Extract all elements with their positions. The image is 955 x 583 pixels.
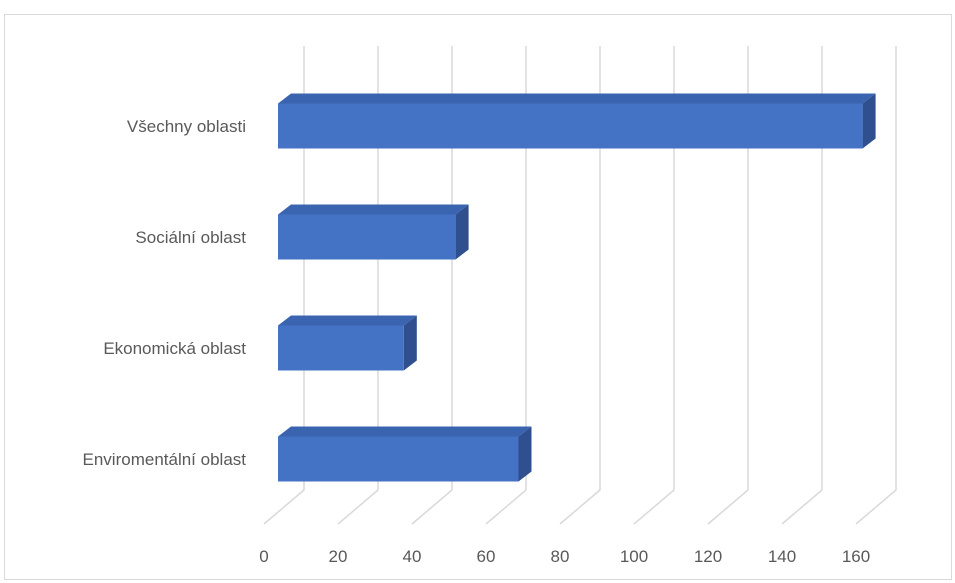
floor-gridline-140 (781, 489, 823, 525)
bar-top-face (278, 426, 532, 437)
bar-side-face (518, 426, 532, 482)
category-label: Ekonomická oblast (103, 339, 246, 358)
x-axis-tick-labels: 0 20 40 60 80 100 120 140 160 (259, 547, 870, 566)
x-tick-label: 20 (329, 547, 348, 566)
x-tick-label: 140 (768, 547, 796, 566)
category-label: Enviromentální oblast (83, 450, 247, 469)
bar-side-face (403, 315, 417, 371)
x-tick-label: 160 (842, 547, 870, 566)
floor-gridline-80 (559, 489, 601, 525)
floor-gridline-160 (855, 489, 897, 525)
bars (278, 93, 876, 482)
x-tick-label: 80 (551, 547, 570, 566)
bar (278, 204, 469, 260)
floor-gridline-120 (707, 489, 749, 525)
x-tick-label: 40 (403, 547, 422, 566)
x-tick-label: 0 (259, 547, 268, 566)
bar-front-face (278, 103, 863, 149)
x-tick-label: 60 (477, 547, 496, 566)
floor-gridline-40 (411, 489, 453, 525)
bar-top-face (278, 93, 876, 104)
bar (278, 315, 417, 371)
category-label: Všechny oblasti (127, 117, 246, 136)
x-tick-label: 120 (694, 547, 722, 566)
bar-front-face (278, 214, 456, 260)
bar-top-face (278, 315, 417, 326)
x-tick-label: 100 (620, 547, 648, 566)
bar-front-face (278, 436, 519, 482)
bar-side-face (862, 93, 876, 149)
bar (278, 93, 876, 149)
category-labels: Všechny oblasti Sociální oblast Ekonomická… (83, 117, 247, 469)
floor-gridline-0 (263, 489, 305, 525)
category-label: Sociální oblast (135, 228, 246, 247)
floor-gridline-60 (485, 489, 527, 525)
bar-top-face (278, 204, 469, 215)
bar-side-face (455, 204, 469, 260)
bar-front-face (278, 325, 404, 371)
floor-gridline-20 (337, 489, 379, 525)
bar (278, 426, 532, 482)
floor-gridline-100 (633, 489, 675, 525)
